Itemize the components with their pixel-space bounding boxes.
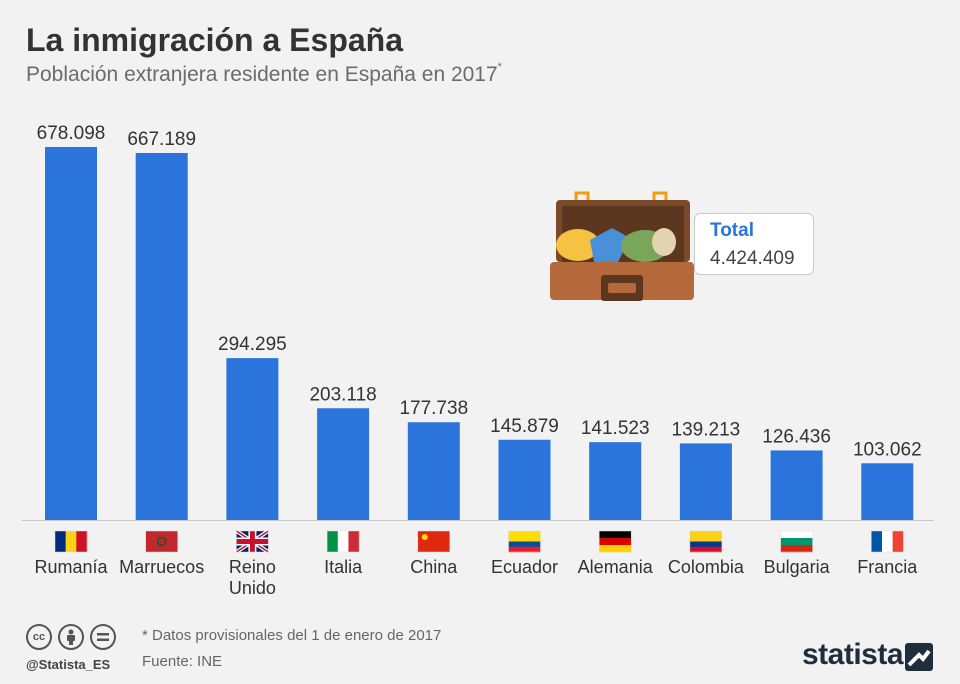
italy-flag-icon [326,530,360,553]
category-label: Rumanía [34,557,108,577]
bar-1 [135,153,188,521]
bars-group: 678.098 667.189 294.295 203.118 177.738 145.8… [37,123,922,521]
category-label: Italia [324,557,363,577]
suitcase-handle-grip [608,283,636,293]
source-note: Fuente: INE [142,653,223,670]
bar-value-label: 139.213 [672,419,741,440]
suitcase-item-shirt [590,228,630,262]
category-label: Reino Unido [229,557,276,598]
subtitle-text: Población extranjera residente en España… [26,63,498,86]
total-value: 4.424.409 [710,248,795,269]
category-label: Marruecos [119,557,204,577]
statista-handle[interactable]: @Statista_ES [26,657,111,672]
bar-value-label: 141.523 [581,418,650,439]
bar-value-label: 103.062 [853,439,922,460]
ecuador-flag-icon [508,530,541,553]
bar-3 [317,408,370,520]
france-flag-icon [871,530,904,553]
footnote: * Datos provisionales del 1 de enero de … [142,627,442,644]
colombia-flag-icon [689,530,723,553]
uk-flag-icon [235,529,270,554]
bar-value-label: 203.118 [309,384,376,405]
bar-value-label: 678.098 [37,123,106,144]
bar-8 [770,450,823,520]
bulgaria-flag-icon [780,530,813,553]
china-flag-icon [417,530,451,553]
by-icon[interactable] [58,624,84,650]
category-label: Colombia [668,557,745,577]
page-subtitle: Población extranjera residente en España… [26,61,502,87]
morocco-flag-icon [145,530,178,553]
bar-value-label: 126.436 [762,426,831,447]
license-icons: cc [26,624,116,650]
statista-logo[interactable]: statista [802,638,904,671]
flags-group: Rumanía Marruecos Reino Unido Italia China Ecu… [34,529,918,598]
bar-value-label: 667.189 [127,129,196,150]
page-title: La inmigración a España [26,22,403,58]
bar-2 [226,358,279,520]
category-label: Bulgaria [764,557,831,577]
bar-0 [45,147,97,520]
category-label: China [410,557,458,577]
category-label: Francia [857,557,918,577]
germany-flag-icon [598,530,632,553]
statista-logo-mark-icon [905,643,933,671]
bar-7 [679,443,732,520]
cc-icon[interactable]: cc [26,624,52,650]
bar-value-label: 145.879 [490,416,559,437]
bar-6 [589,442,642,520]
nd-icon[interactable] [90,624,116,650]
suitcase-icon [550,191,694,301]
bar-4 [407,422,460,520]
romania-flag-icon [54,530,88,553]
subtitle-footnote-mark: * [497,61,502,73]
bar-value-label: 294.295 [218,334,287,355]
total-label: Total [710,220,754,241]
bar-5 [498,439,551,520]
bar-value-label: 177.738 [399,398,468,419]
suitcase-item-hat [556,229,600,261]
total-callout: Total 4.424.409 [694,213,814,275]
bar-9 [861,463,914,520]
suitcase-item-bag [652,228,676,256]
category-label: Ecuador [491,557,558,577]
category-label: Alemania [578,557,654,577]
